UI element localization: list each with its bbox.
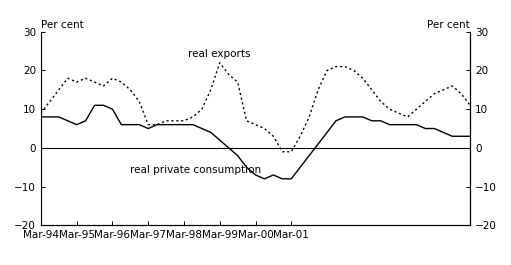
Text: Per cent: Per cent — [427, 20, 470, 30]
Text: real exports: real exports — [189, 49, 251, 59]
Text: real private consumption: real private consumption — [130, 165, 262, 175]
Text: Per cent: Per cent — [41, 20, 84, 30]
